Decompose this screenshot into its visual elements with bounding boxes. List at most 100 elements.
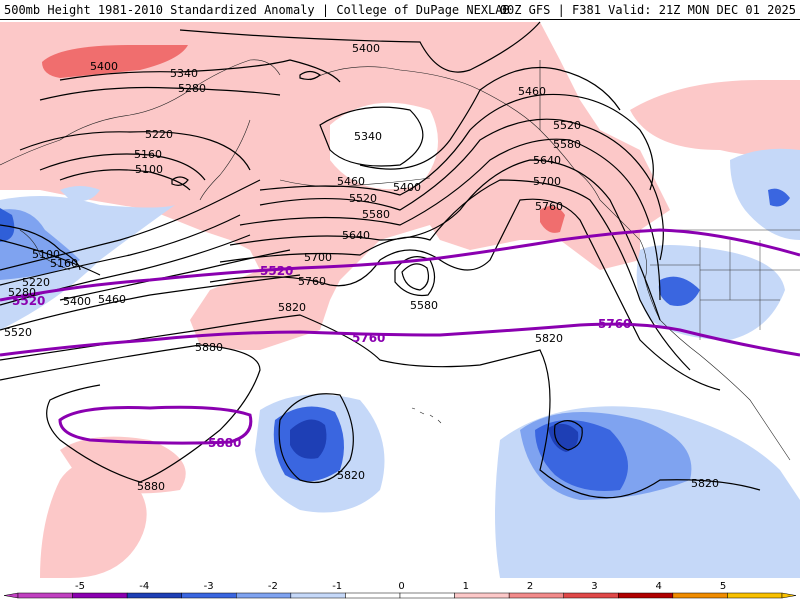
- contour-west-5220: [0, 179, 261, 271]
- purple-5760: [0, 322, 800, 357]
- contour-5340-ak: [299, 70, 321, 81]
- contour-5460: [259, 93, 654, 196]
- contour-label: 5340: [170, 67, 198, 80]
- colorbar-tick-label: 3: [591, 581, 597, 592]
- contour-label: 5700: [533, 175, 561, 188]
- reference-contour-labels: 5520 5520 5760 5760 5880: [12, 264, 631, 450]
- contour-west-5520: [0, 274, 301, 331]
- contour-label: 5640: [533, 154, 561, 167]
- colorbar-min-arrow: [3, 592, 19, 599]
- negative-anomaly-small-nw: [60, 186, 100, 202]
- contour-label: 5820: [337, 469, 365, 482]
- header-bar: 500mb Height 1981-2010 Standardized Anom…: [0, 0, 800, 20]
- anomaly-map: 5400 5400 5340 5280 5220 5160 5100 5340 …: [0, 21, 800, 578]
- contour-label: 5520: [553, 119, 581, 132]
- contour-label: 5280: [178, 82, 206, 95]
- contour-label: 5160: [134, 148, 162, 161]
- colorbar-bin: [618, 592, 674, 599]
- colorbar-max-arrow: [781, 592, 797, 599]
- hawaii-islands: [411, 407, 442, 424]
- negative-anomaly-west-dark: [0, 208, 15, 242]
- strong-positive-nw: [42, 45, 188, 78]
- contour-label: 5400: [352, 42, 380, 55]
- contour-label: 5580: [362, 208, 390, 221]
- contour-5340-b: [319, 106, 424, 167]
- contour-5520: [259, 118, 664, 261]
- contour-5160: [39, 153, 206, 181]
- reference-contour-label: 5880: [208, 436, 241, 450]
- contour-5100-small: [171, 176, 189, 186]
- contour-label: 5280: [8, 286, 36, 299]
- colorbar-bin: [72, 592, 128, 599]
- contour-label: 5220: [145, 128, 173, 141]
- contour-label: 5400: [63, 295, 91, 308]
- contour-5280: [39, 86, 281, 101]
- colorbar-tick-label: 5: [720, 581, 726, 592]
- contour-label: 5760: [298, 275, 326, 288]
- colorbar-tick-label: 0: [398, 581, 404, 592]
- negative-anomaly-ne-light: [730, 148, 800, 240]
- colorbar-tick-label: 4: [656, 581, 662, 592]
- contour-label: 5700: [304, 251, 332, 264]
- map-title: 500mb Height 1981-2010 Standardized Anom…: [4, 3, 510, 17]
- contour-label: 5640: [342, 229, 370, 242]
- reference-contours: [0, 228, 800, 445]
- height-contours: [0, 21, 761, 499]
- contour-5580: [239, 138, 661, 301]
- contour-label: 5100: [135, 163, 163, 176]
- contour-label: 5520: [4, 326, 32, 339]
- contour-5400-top: [179, 21, 541, 73]
- kamchatka-coastline: [199, 119, 251, 201]
- negative-anomaly-west-coast-mid: [658, 276, 700, 306]
- negative-anomaly-west-coast-us: [636, 245, 785, 340]
- positive-anomaly-ne: [630, 80, 800, 155]
- anomaly-shading: [0, 22, 800, 578]
- colorbar-bin: [727, 592, 783, 599]
- colorbar-bin: [17, 592, 73, 599]
- contour-label: 5820: [278, 301, 306, 314]
- model-run-info: 00Z GFS | F381 Valid: 21Z MON DEC 01 202…: [499, 3, 796, 17]
- contour-5580-low-inner: [401, 263, 430, 291]
- colorbar-tick-label: -5: [75, 581, 85, 592]
- contour-5220: [19, 131, 251, 171]
- colorbar-tick-label: -2: [268, 581, 278, 592]
- contour-5820: [0, 314, 761, 499]
- contour-label: 5400: [90, 60, 118, 73]
- contour-5340: [59, 59, 341, 83]
- colorbar-bin: [181, 592, 237, 599]
- colorbar-bin: [672, 592, 728, 599]
- negative-anomaly-se-darker: [548, 423, 579, 452]
- colorbar-tick-label: 1: [463, 581, 469, 592]
- us-west-coast: [644, 279, 791, 461]
- contour-5640: [229, 159, 661, 321]
- aleutians: [279, 177, 431, 187]
- colorbar-tick-label: -4: [139, 581, 149, 592]
- contour-label: 5520: [349, 192, 377, 205]
- contour-5760: [209, 198, 721, 391]
- positive-anomaly-center-low: [60, 436, 186, 494]
- anomaly-colorbar: -5 -4 -3 -2 -1 0 1 2 3 4 5: [0, 578, 800, 600]
- purple-5520: [0, 228, 800, 302]
- colorbar-bin: [508, 592, 564, 599]
- colorbar-bin: [290, 592, 346, 599]
- contour-label: 5100: [32, 248, 60, 261]
- coastlines: [0, 59, 791, 461]
- reference-contour-label: 5760: [598, 317, 631, 331]
- colorbar-bin: [236, 592, 292, 599]
- contour-label: 5880: [137, 480, 165, 493]
- contour-label: 5760: [535, 200, 563, 213]
- contour-west-5280: [0, 214, 241, 286]
- contour-label: 5880: [195, 341, 223, 354]
- contour-5400-mid: [359, 67, 621, 170]
- contour-label: 5160: [50, 257, 78, 270]
- colorbar-tick-label: 2: [527, 581, 533, 592]
- colorbar-bin: [126, 592, 182, 599]
- negative-anomaly-hawaii-west-dark: [290, 419, 327, 459]
- contour-label: 5460: [98, 293, 126, 306]
- contour-labels: 5400 5400 5340 5280 5220 5160 5100 5340 …: [4, 42, 719, 493]
- contour-label: 5340: [354, 130, 382, 143]
- colorbar-bin: [345, 592, 401, 599]
- asia-coastline: [0, 59, 281, 166]
- negative-anomaly-west-mid: [0, 209, 80, 280]
- positive-anomaly-central: [330, 102, 438, 190]
